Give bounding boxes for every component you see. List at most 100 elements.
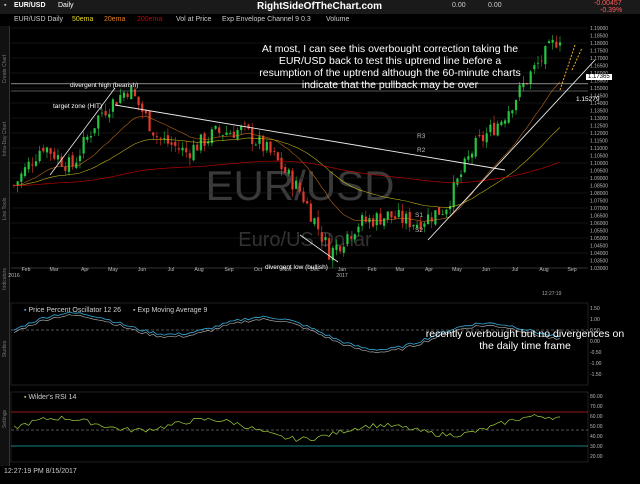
- candle-body: [412, 225, 415, 227]
- candle-body: [434, 210, 437, 225]
- candle-body: [437, 207, 441, 215]
- candle-body: [397, 210, 400, 217]
- label-s1: S1: [415, 212, 423, 219]
- ppo-tick: 1.50: [590, 306, 600, 312]
- candle-body: [185, 148, 188, 153]
- candle-body: [27, 161, 30, 170]
- time-tick: Jan: [338, 267, 346, 273]
- rsi-frame: [10, 391, 589, 463]
- candle-body: [390, 211, 393, 218]
- ppo-tick: 1.00: [590, 317, 600, 323]
- candle-body: [53, 151, 56, 159]
- candle-body: [75, 162, 78, 169]
- candle-body: [276, 152, 279, 161]
- candle-body: [64, 166, 67, 171]
- candle-body: [56, 155, 60, 160]
- ppo-tick: -1.50: [590, 372, 602, 378]
- candle-body: [229, 133, 232, 135]
- candle-body: [196, 144, 199, 151]
- candle-body: [555, 41, 558, 48]
- symbol-field[interactable]: EUR/USD: [14, 2, 46, 9]
- time-tick: Jul: [168, 267, 175, 273]
- candle-body: [45, 147, 49, 153]
- candle-body: [302, 191, 305, 203]
- price-tick: 1.09500: [590, 169, 608, 175]
- legend-vol-at-price[interactable]: Vol at Price: [176, 16, 212, 23]
- timeframe-selector[interactable]: Daily: [58, 2, 74, 9]
- rsi-line: [13, 414, 561, 442]
- time-tick: Mar: [396, 267, 405, 273]
- candle-body: [394, 216, 397, 219]
- candle-body: [203, 133, 206, 146]
- candle-body: [317, 217, 320, 230]
- change-value: -0.00457: [594, 0, 622, 7]
- time-tick: 2016: [8, 273, 20, 279]
- legend-ema50[interactable]: 50ema: [72, 16, 94, 23]
- candle-body: [448, 206, 452, 210]
- rsi-tick: 30.00: [590, 444, 603, 450]
- candle-body: [383, 218, 386, 226]
- time-tick: Jun: [138, 267, 146, 273]
- divergence-high-line: [49, 87, 116, 176]
- price-tick: 1.05000: [590, 236, 608, 242]
- price-tick: 1.08500: [590, 184, 608, 190]
- time-tick: Apr: [425, 267, 433, 273]
- legend-symbol: EUR/USD Daily: [14, 16, 64, 23]
- ppo-line: [13, 311, 561, 351]
- price-tick: 1.06000: [590, 221, 608, 227]
- symbol-icon[interactable]: ▪: [4, 2, 7, 9]
- candle-body: [375, 213, 378, 226]
- price-tag: 1.17365: [586, 74, 612, 80]
- ppo-tick: 0.50: [590, 328, 600, 334]
- candle-body: [232, 131, 235, 138]
- candle-body: [386, 211, 389, 220]
- candle-body: [401, 210, 404, 223]
- price-tick: 1.03000: [590, 266, 608, 272]
- label-r3: R3: [417, 133, 426, 140]
- candle-body: [331, 247, 334, 261]
- candle-body: [339, 246, 342, 252]
- candle-body: [49, 148, 52, 154]
- label-target-zone: target zone (HIT): [53, 103, 103, 110]
- legend-envelope[interactable]: Exp Envelope Channel 9 0.3: [222, 16, 311, 23]
- candle-body: [108, 114, 111, 118]
- candle-body: [247, 124, 250, 129]
- label-divergent-low: divergent low (bullish): [265, 264, 328, 271]
- price-tick: 1.16500: [590, 64, 608, 70]
- candle-body: [221, 135, 224, 137]
- legend-ema20[interactable]: 20ema: [104, 16, 126, 23]
- price-tick: 1.14000: [590, 101, 608, 107]
- price-tick: 1.13500: [590, 109, 608, 115]
- candle-body: [122, 92, 126, 98]
- candle-body: [192, 144, 195, 161]
- legend-volume[interactable]: Volume: [326, 16, 350, 23]
- candle-body: [97, 115, 100, 129]
- status-time: 12:27:19 PM 8/15/2017: [4, 468, 77, 475]
- legend-ema200[interactable]: 200ema: [137, 16, 163, 23]
- candle-body: [38, 150, 41, 162]
- candle-body: [111, 99, 115, 112]
- label-s2: S2: [415, 227, 423, 234]
- candle-body: [415, 224, 419, 228]
- candle-body: [199, 134, 202, 151]
- candle-body: [419, 221, 422, 230]
- candle-body: [82, 136, 85, 154]
- candle-body: [335, 244, 338, 250]
- price-tick: 1.15000: [590, 86, 608, 92]
- time-tick: 2017: [336, 273, 348, 279]
- rsi-tick: 50.00: [590, 424, 603, 430]
- candle-body: [130, 86, 133, 100]
- candle-body: [452, 181, 455, 208]
- site-watermark: RightSideOfTheChart.com: [257, 1, 383, 12]
- price-tick: 1.04500: [590, 244, 608, 250]
- candle-body: [500, 121, 503, 126]
- rsi-tick: 80.00: [590, 394, 603, 400]
- candle-body: [155, 136, 159, 138]
- downtrend-line: [114, 104, 506, 171]
- candle-body: [496, 123, 499, 136]
- candle-body: [152, 132, 155, 136]
- candle-body: [31, 164, 34, 166]
- candle-body: [313, 218, 316, 225]
